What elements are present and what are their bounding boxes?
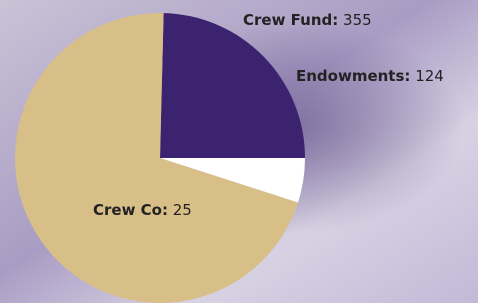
slice-value: 355 [343, 11, 372, 29]
slice-name: Crew Fund: [243, 11, 338, 29]
slice-name: Endowments: [296, 67, 410, 85]
slice-value: 25 [173, 201, 192, 219]
slice-value: 124 [415, 67, 444, 85]
slice-name: Crew Co: [93, 201, 168, 219]
slice-label: Endowments: 124 [296, 67, 444, 85]
slice-label: Crew Co: 25 [93, 201, 192, 219]
slice-label: Crew Fund: 355 [243, 11, 372, 29]
chart: Crew Fund: 355 Endowments: 124 Crew Co: 25 [0, 0, 478, 303]
page: Crew Fund: 355 Endowments: 124 Crew Co: 25… [0, 0, 478, 303]
